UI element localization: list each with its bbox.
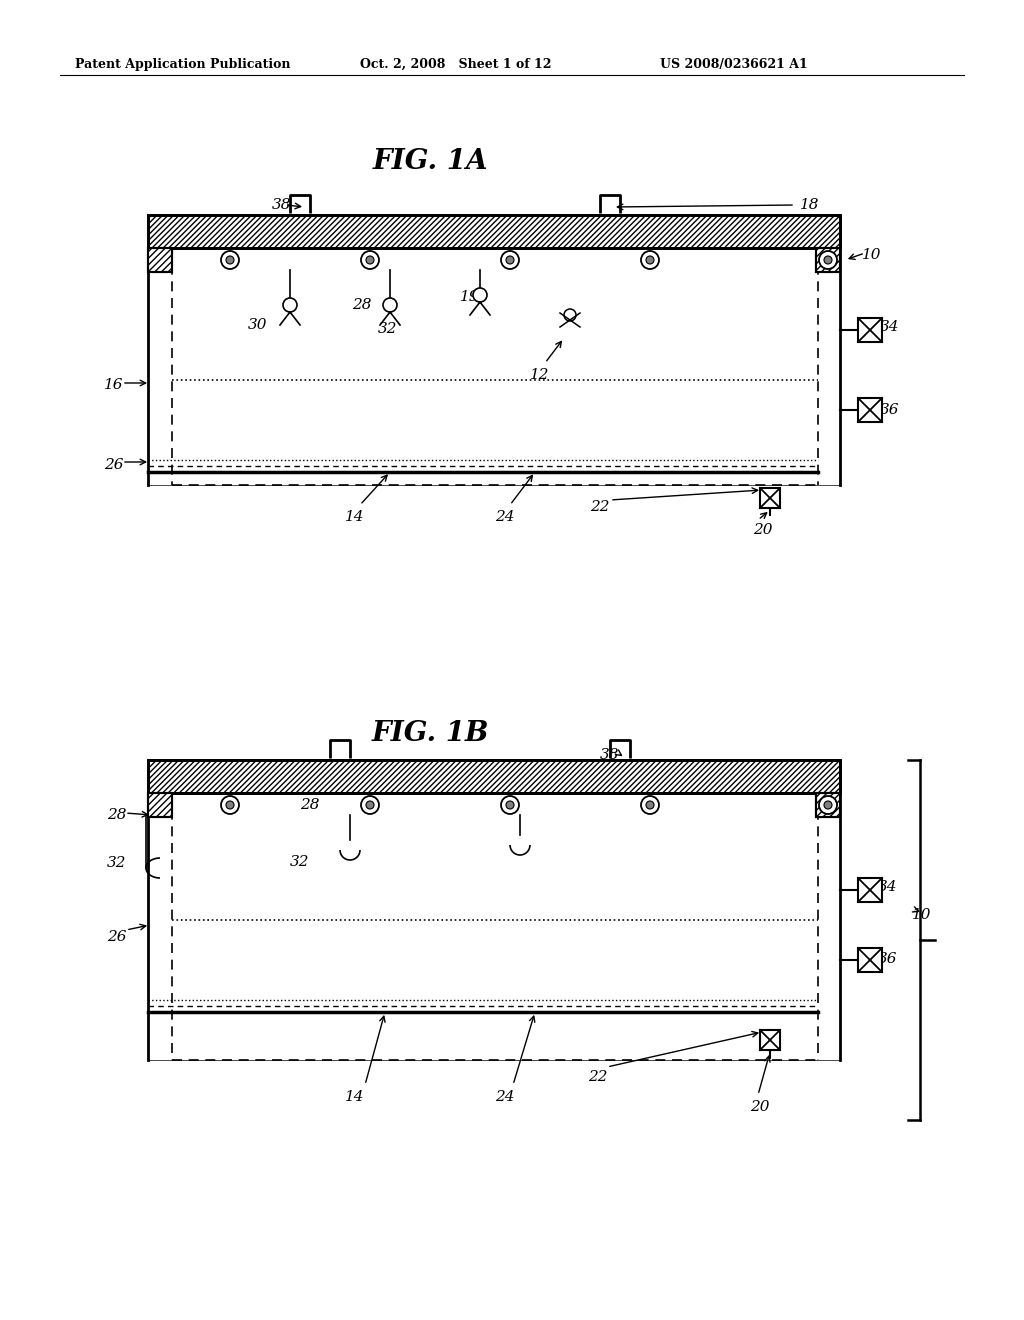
Circle shape bbox=[819, 796, 837, 814]
Text: 10: 10 bbox=[862, 248, 882, 261]
Bar bbox=[816, 793, 840, 817]
Text: 16: 16 bbox=[104, 378, 124, 392]
Text: 26: 26 bbox=[106, 931, 127, 944]
Text: 14: 14 bbox=[345, 1090, 365, 1104]
Circle shape bbox=[366, 801, 374, 809]
Text: 34: 34 bbox=[878, 880, 897, 894]
Circle shape bbox=[824, 801, 831, 809]
Bar bbox=[816, 248, 840, 272]
Text: 32: 32 bbox=[378, 322, 397, 337]
Text: 18: 18 bbox=[800, 198, 819, 213]
Bar bbox=[816, 248, 840, 272]
Circle shape bbox=[366, 256, 374, 264]
Text: 28: 28 bbox=[106, 808, 127, 822]
Circle shape bbox=[641, 251, 659, 269]
Text: 38: 38 bbox=[600, 748, 620, 762]
Text: Oct. 2, 2008   Sheet 1 of 12: Oct. 2, 2008 Sheet 1 of 12 bbox=[360, 58, 552, 71]
Bar bbox=[858, 318, 882, 342]
Text: 28: 28 bbox=[352, 298, 372, 312]
Circle shape bbox=[646, 801, 654, 809]
Bar bbox=[760, 1030, 780, 1049]
Bar bbox=[148, 248, 172, 272]
Bar bbox=[148, 248, 172, 272]
Circle shape bbox=[564, 309, 575, 321]
Text: 26: 26 bbox=[104, 458, 124, 473]
Text: 34: 34 bbox=[880, 319, 899, 334]
Bar bbox=[148, 215, 840, 248]
Bar bbox=[148, 793, 172, 817]
Circle shape bbox=[226, 801, 234, 809]
Circle shape bbox=[506, 256, 514, 264]
Circle shape bbox=[819, 251, 837, 269]
Text: 22: 22 bbox=[590, 500, 609, 513]
Bar bbox=[760, 488, 780, 508]
Bar bbox=[858, 878, 882, 902]
Circle shape bbox=[221, 251, 239, 269]
Text: FIG. 1A: FIG. 1A bbox=[373, 148, 487, 176]
Bar bbox=[148, 760, 840, 793]
Circle shape bbox=[226, 256, 234, 264]
Circle shape bbox=[361, 796, 379, 814]
Text: 19: 19 bbox=[460, 290, 479, 304]
Text: 36: 36 bbox=[880, 403, 899, 417]
Text: Patent Application Publication: Patent Application Publication bbox=[75, 58, 291, 71]
Text: 20: 20 bbox=[750, 1100, 769, 1114]
Circle shape bbox=[221, 796, 239, 814]
Text: 20: 20 bbox=[753, 523, 772, 537]
Circle shape bbox=[646, 256, 654, 264]
Text: 22: 22 bbox=[588, 1071, 607, 1084]
Circle shape bbox=[824, 256, 831, 264]
Text: 10: 10 bbox=[912, 908, 932, 921]
Bar bbox=[858, 399, 882, 422]
Text: 24: 24 bbox=[495, 1090, 514, 1104]
Circle shape bbox=[283, 298, 297, 312]
Bar bbox=[148, 760, 840, 793]
Bar bbox=[148, 215, 840, 248]
Text: FIG. 1B: FIG. 1B bbox=[372, 719, 488, 747]
Circle shape bbox=[473, 288, 487, 302]
Circle shape bbox=[501, 251, 519, 269]
Bar bbox=[816, 793, 840, 817]
Text: 12: 12 bbox=[530, 368, 550, 381]
Circle shape bbox=[501, 796, 519, 814]
Text: 24: 24 bbox=[495, 510, 514, 524]
Text: US 2008/0236621 A1: US 2008/0236621 A1 bbox=[660, 58, 808, 71]
Text: 32: 32 bbox=[290, 855, 309, 869]
Text: 30: 30 bbox=[248, 318, 267, 333]
Circle shape bbox=[383, 298, 397, 312]
Text: 14: 14 bbox=[345, 510, 365, 524]
Text: 36: 36 bbox=[878, 952, 897, 966]
Bar bbox=[148, 793, 172, 817]
Text: 28: 28 bbox=[300, 799, 319, 812]
Circle shape bbox=[641, 796, 659, 814]
Text: 38: 38 bbox=[272, 198, 292, 213]
Circle shape bbox=[361, 251, 379, 269]
Circle shape bbox=[506, 801, 514, 809]
Text: 32: 32 bbox=[106, 855, 127, 870]
Bar bbox=[858, 948, 882, 972]
